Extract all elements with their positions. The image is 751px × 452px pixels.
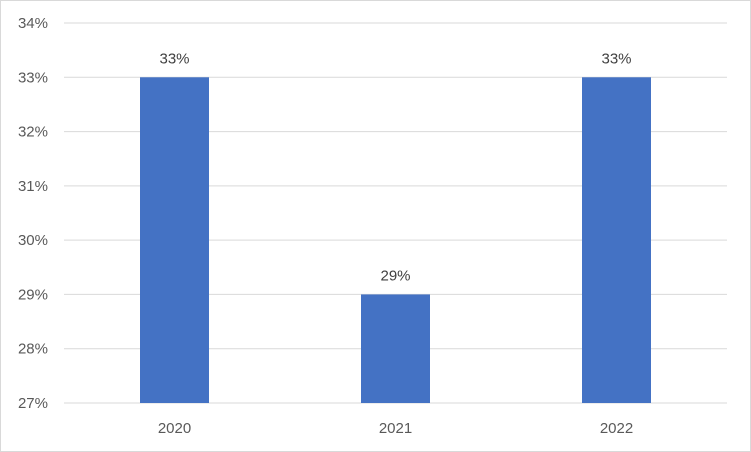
y-tick-label: 30% [18, 232, 48, 249]
data-label: 33% [159, 50, 189, 67]
data-label: 33% [601, 50, 631, 67]
bar [140, 77, 209, 404]
x-axis-tick-labels: 2020 2021 2022 [158, 420, 633, 437]
y-tick-label: 32% [18, 124, 48, 141]
y-tick-label: 31% [18, 178, 48, 195]
bar [361, 294, 430, 403]
y-tick-label: 33% [18, 69, 48, 86]
data-label: 29% [380, 267, 410, 284]
x-tick-label: 2022 [600, 420, 633, 437]
bars [140, 77, 651, 404]
y-tick-label: 34% [18, 15, 48, 32]
data-labels: 33% 29% 33% [159, 50, 631, 284]
y-tick-label: 29% [18, 286, 48, 303]
y-axis-tick-labels: 27% 28% 29% 30% 31% 32% 33% 34% [18, 15, 48, 412]
y-tick-label: 27% [18, 395, 48, 412]
x-tick-label: 2020 [158, 420, 191, 437]
bar [582, 77, 651, 404]
y-tick-label: 28% [18, 341, 48, 358]
x-tick-label: 2021 [379, 420, 412, 437]
